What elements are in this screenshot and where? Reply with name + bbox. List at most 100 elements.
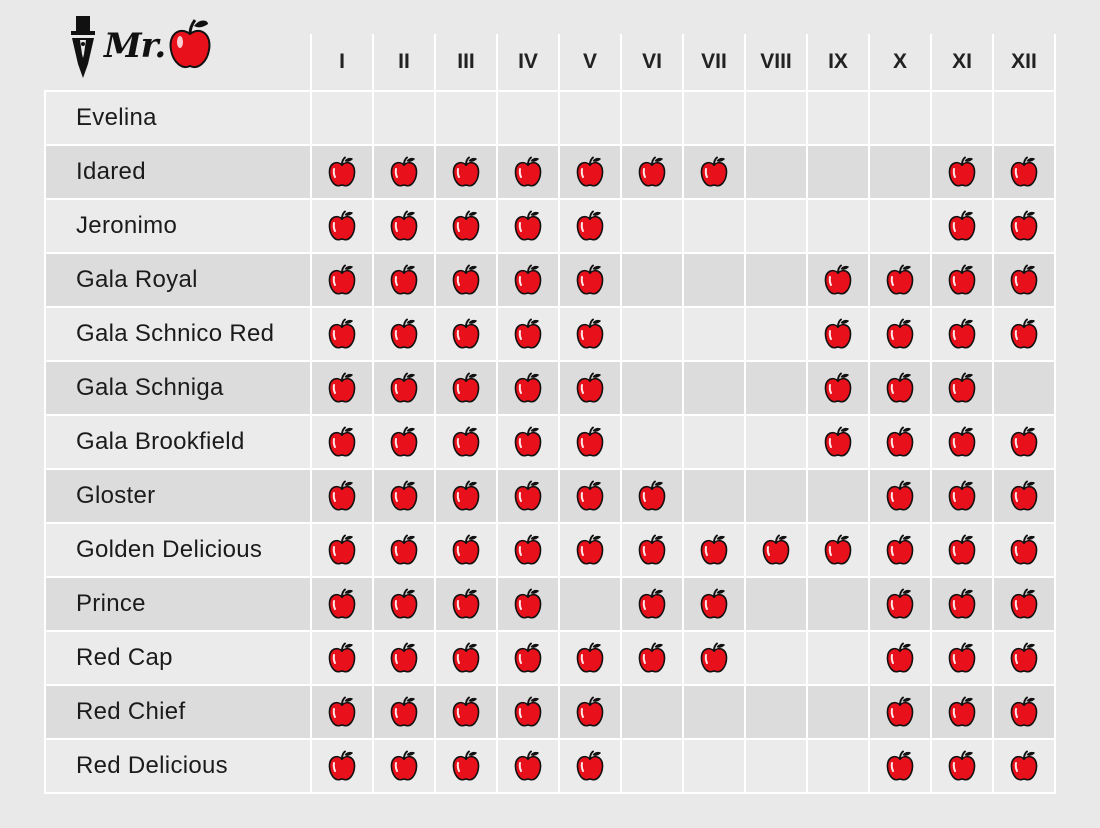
month-cell: [684, 416, 746, 470]
month-cell: [684, 470, 746, 524]
month-cell: [436, 686, 498, 740]
month-cell: [994, 200, 1056, 254]
apple-icon: [390, 642, 418, 673]
month-cell: [498, 524, 560, 578]
apple-icon: [948, 156, 976, 187]
apple-icon: [576, 534, 604, 565]
month-header: VIII: [746, 34, 808, 92]
apple-icon: [576, 318, 604, 349]
month-cell: [808, 200, 870, 254]
month-cell: [374, 740, 436, 794]
apple-icon: [514, 534, 542, 565]
month-cell: [312, 200, 374, 254]
apple-icon: [390, 480, 418, 511]
apple-icon: [700, 642, 728, 673]
month-cell: [560, 524, 622, 578]
month-cell: [746, 362, 808, 416]
month-cell: [436, 146, 498, 200]
month-cell: [560, 146, 622, 200]
apple-icon: [948, 642, 976, 673]
month-header: XII: [994, 34, 1056, 92]
month-cell: [994, 578, 1056, 632]
month-cell: [932, 416, 994, 470]
apple-icon: [390, 210, 418, 241]
apple-icon: [638, 588, 666, 619]
month-cell: [994, 470, 1056, 524]
month-cell: [932, 686, 994, 740]
month-cell: [436, 362, 498, 416]
month-cell: [374, 200, 436, 254]
month-cell: [374, 254, 436, 308]
month-cell: [560, 740, 622, 794]
month-cell: [374, 92, 436, 146]
month-cell: [560, 578, 622, 632]
apple-icon: [390, 588, 418, 619]
month-header: I: [312, 34, 374, 92]
month-cell: [746, 308, 808, 362]
month-cell: [374, 362, 436, 416]
apple-icon: [700, 156, 728, 187]
apple-icon: [328, 210, 356, 241]
month-cell: [994, 416, 1056, 470]
month-cell: [560, 632, 622, 686]
month-cell: [374, 146, 436, 200]
month-cell: [436, 200, 498, 254]
apple-icon: [514, 696, 542, 727]
month-cell: [498, 632, 560, 686]
variety-name: Red Chief: [44, 686, 312, 740]
month-cell: [932, 92, 994, 146]
month-cell: [808, 470, 870, 524]
apple-icon: [948, 588, 976, 619]
month-cell: [436, 92, 498, 146]
month-cell: [622, 578, 684, 632]
header-corner: [44, 34, 312, 92]
month-cell: [622, 740, 684, 794]
month-cell: [932, 470, 994, 524]
apple-icon: [576, 156, 604, 187]
month-cell: [870, 578, 932, 632]
variety-name: Evelina: [44, 92, 312, 146]
month-cell: [994, 632, 1056, 686]
month-cell: [994, 146, 1056, 200]
month-cell: [498, 146, 560, 200]
month-cell: [622, 524, 684, 578]
month-cell: [312, 146, 374, 200]
month-cell: [932, 308, 994, 362]
month-cell: [746, 146, 808, 200]
month-cell: [684, 524, 746, 578]
apple-icon: [886, 588, 914, 619]
month-cell: [374, 686, 436, 740]
apple-icon: [886, 318, 914, 349]
month-cell: [312, 740, 374, 794]
month-cell: [746, 578, 808, 632]
month-cell: [932, 254, 994, 308]
apple-icon: [390, 264, 418, 295]
month-cell: [994, 686, 1056, 740]
apple-icon: [762, 534, 790, 565]
apple-icon: [390, 426, 418, 457]
apple-icon: [824, 264, 852, 295]
apple-icon: [576, 750, 604, 781]
apple-icon: [576, 642, 604, 673]
month-cell: [870, 308, 932, 362]
month-cell: [622, 470, 684, 524]
month-cell: [870, 416, 932, 470]
apple-icon: [948, 750, 976, 781]
month-cell: [746, 632, 808, 686]
month-cell: [436, 470, 498, 524]
month-cell: [746, 416, 808, 470]
month-cell: [994, 308, 1056, 362]
month-cell: [994, 740, 1056, 794]
top-hat-icon: [71, 16, 211, 78]
month-cell: [808, 686, 870, 740]
month-cell: [498, 578, 560, 632]
apple-icon: [452, 372, 480, 403]
month-cell: [498, 740, 560, 794]
apple-icon: [328, 642, 356, 673]
month-cell: [932, 200, 994, 254]
month-cell: [932, 524, 994, 578]
month-cell: [560, 416, 622, 470]
month-cell: [870, 146, 932, 200]
apple-icon: [886, 372, 914, 403]
month-cell: [808, 416, 870, 470]
